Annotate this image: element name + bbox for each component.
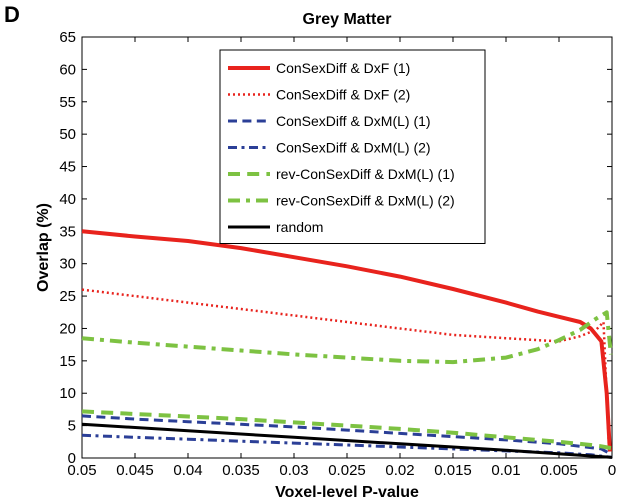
y-tick-label: 65 — [59, 29, 76, 46]
x-tick-label: 0.015 — [434, 462, 472, 479]
y-tick-label: 10 — [59, 385, 76, 402]
y-tick-label: 45 — [59, 159, 76, 176]
chart-title: Grey Matter — [303, 11, 392, 28]
x-tick-label: 0.01 — [491, 462, 520, 479]
y-tick-label: 5 — [68, 418, 76, 435]
x-tick-label: 0.045 — [116, 462, 154, 479]
y-tick-label: 0 — [68, 450, 76, 467]
x-tick-label: 0.02 — [385, 462, 414, 479]
y-tick-label: 25 — [59, 288, 76, 305]
legend-entry-4: ConSexDiff & DxM(L) (2) — [276, 140, 431, 156]
series-line-7 — [81, 422, 613, 459]
series-line-2 — [81, 288, 611, 446]
series-line-3 — [81, 414, 613, 457]
x-tick-label: 0.04 — [173, 462, 202, 479]
y-tick-label: 40 — [59, 191, 76, 208]
x-tick-label: 0.03 — [279, 462, 308, 479]
legend-entry-2: ConSexDiff & DxF (2) — [276, 87, 410, 103]
x-tick-label: 0.005 — [540, 462, 578, 479]
y-tick-label: 55 — [59, 94, 76, 111]
y-tick-label: 35 — [59, 223, 76, 240]
x-tick-label: 0 — [608, 462, 616, 479]
y-tick-label: 20 — [59, 320, 76, 337]
x-tick-label: 0.05 — [67, 462, 96, 479]
legend-entry-3: ConSexDiff & DxM(L) (1) — [276, 113, 431, 129]
legend-entry-7: random — [276, 219, 323, 235]
series-line-5 — [81, 409, 613, 451]
y-tick-label: 30 — [59, 256, 76, 273]
legend: ConSexDiff & DxF (1) ConSexDiff & DxF (2)… — [219, 49, 486, 244]
panel-label: D — [4, 2, 20, 27]
y-tick-label: 50 — [59, 126, 76, 143]
x-tick-label: 0.025 — [328, 462, 366, 479]
x-axis-label: Voxel-level P-value — [275, 484, 419, 501]
series-layer — [81, 229, 613, 459]
y-axis-label: Overlap (%) — [35, 203, 52, 292]
legend-entry-6: rev-ConSexDiff & DxM(L) (2) — [276, 193, 455, 209]
x-tick-label: 0.035 — [222, 462, 260, 479]
y-tick-label: 15 — [59, 353, 76, 370]
y-tick-label: 60 — [59, 61, 76, 78]
legend-entry-1: ConSexDiff & DxF (1) — [276, 60, 410, 76]
legend-entry-5: rev-ConSexDiff & DxM(L) (1) — [276, 166, 455, 182]
series-line-6 — [81, 310, 613, 365]
axis-ticks: 0.05 0.045 0.04 0.035 0.03 0.025 0.02 0.015 0.01… — [59, 29, 616, 479]
series-line-1 — [81, 229, 612, 452]
